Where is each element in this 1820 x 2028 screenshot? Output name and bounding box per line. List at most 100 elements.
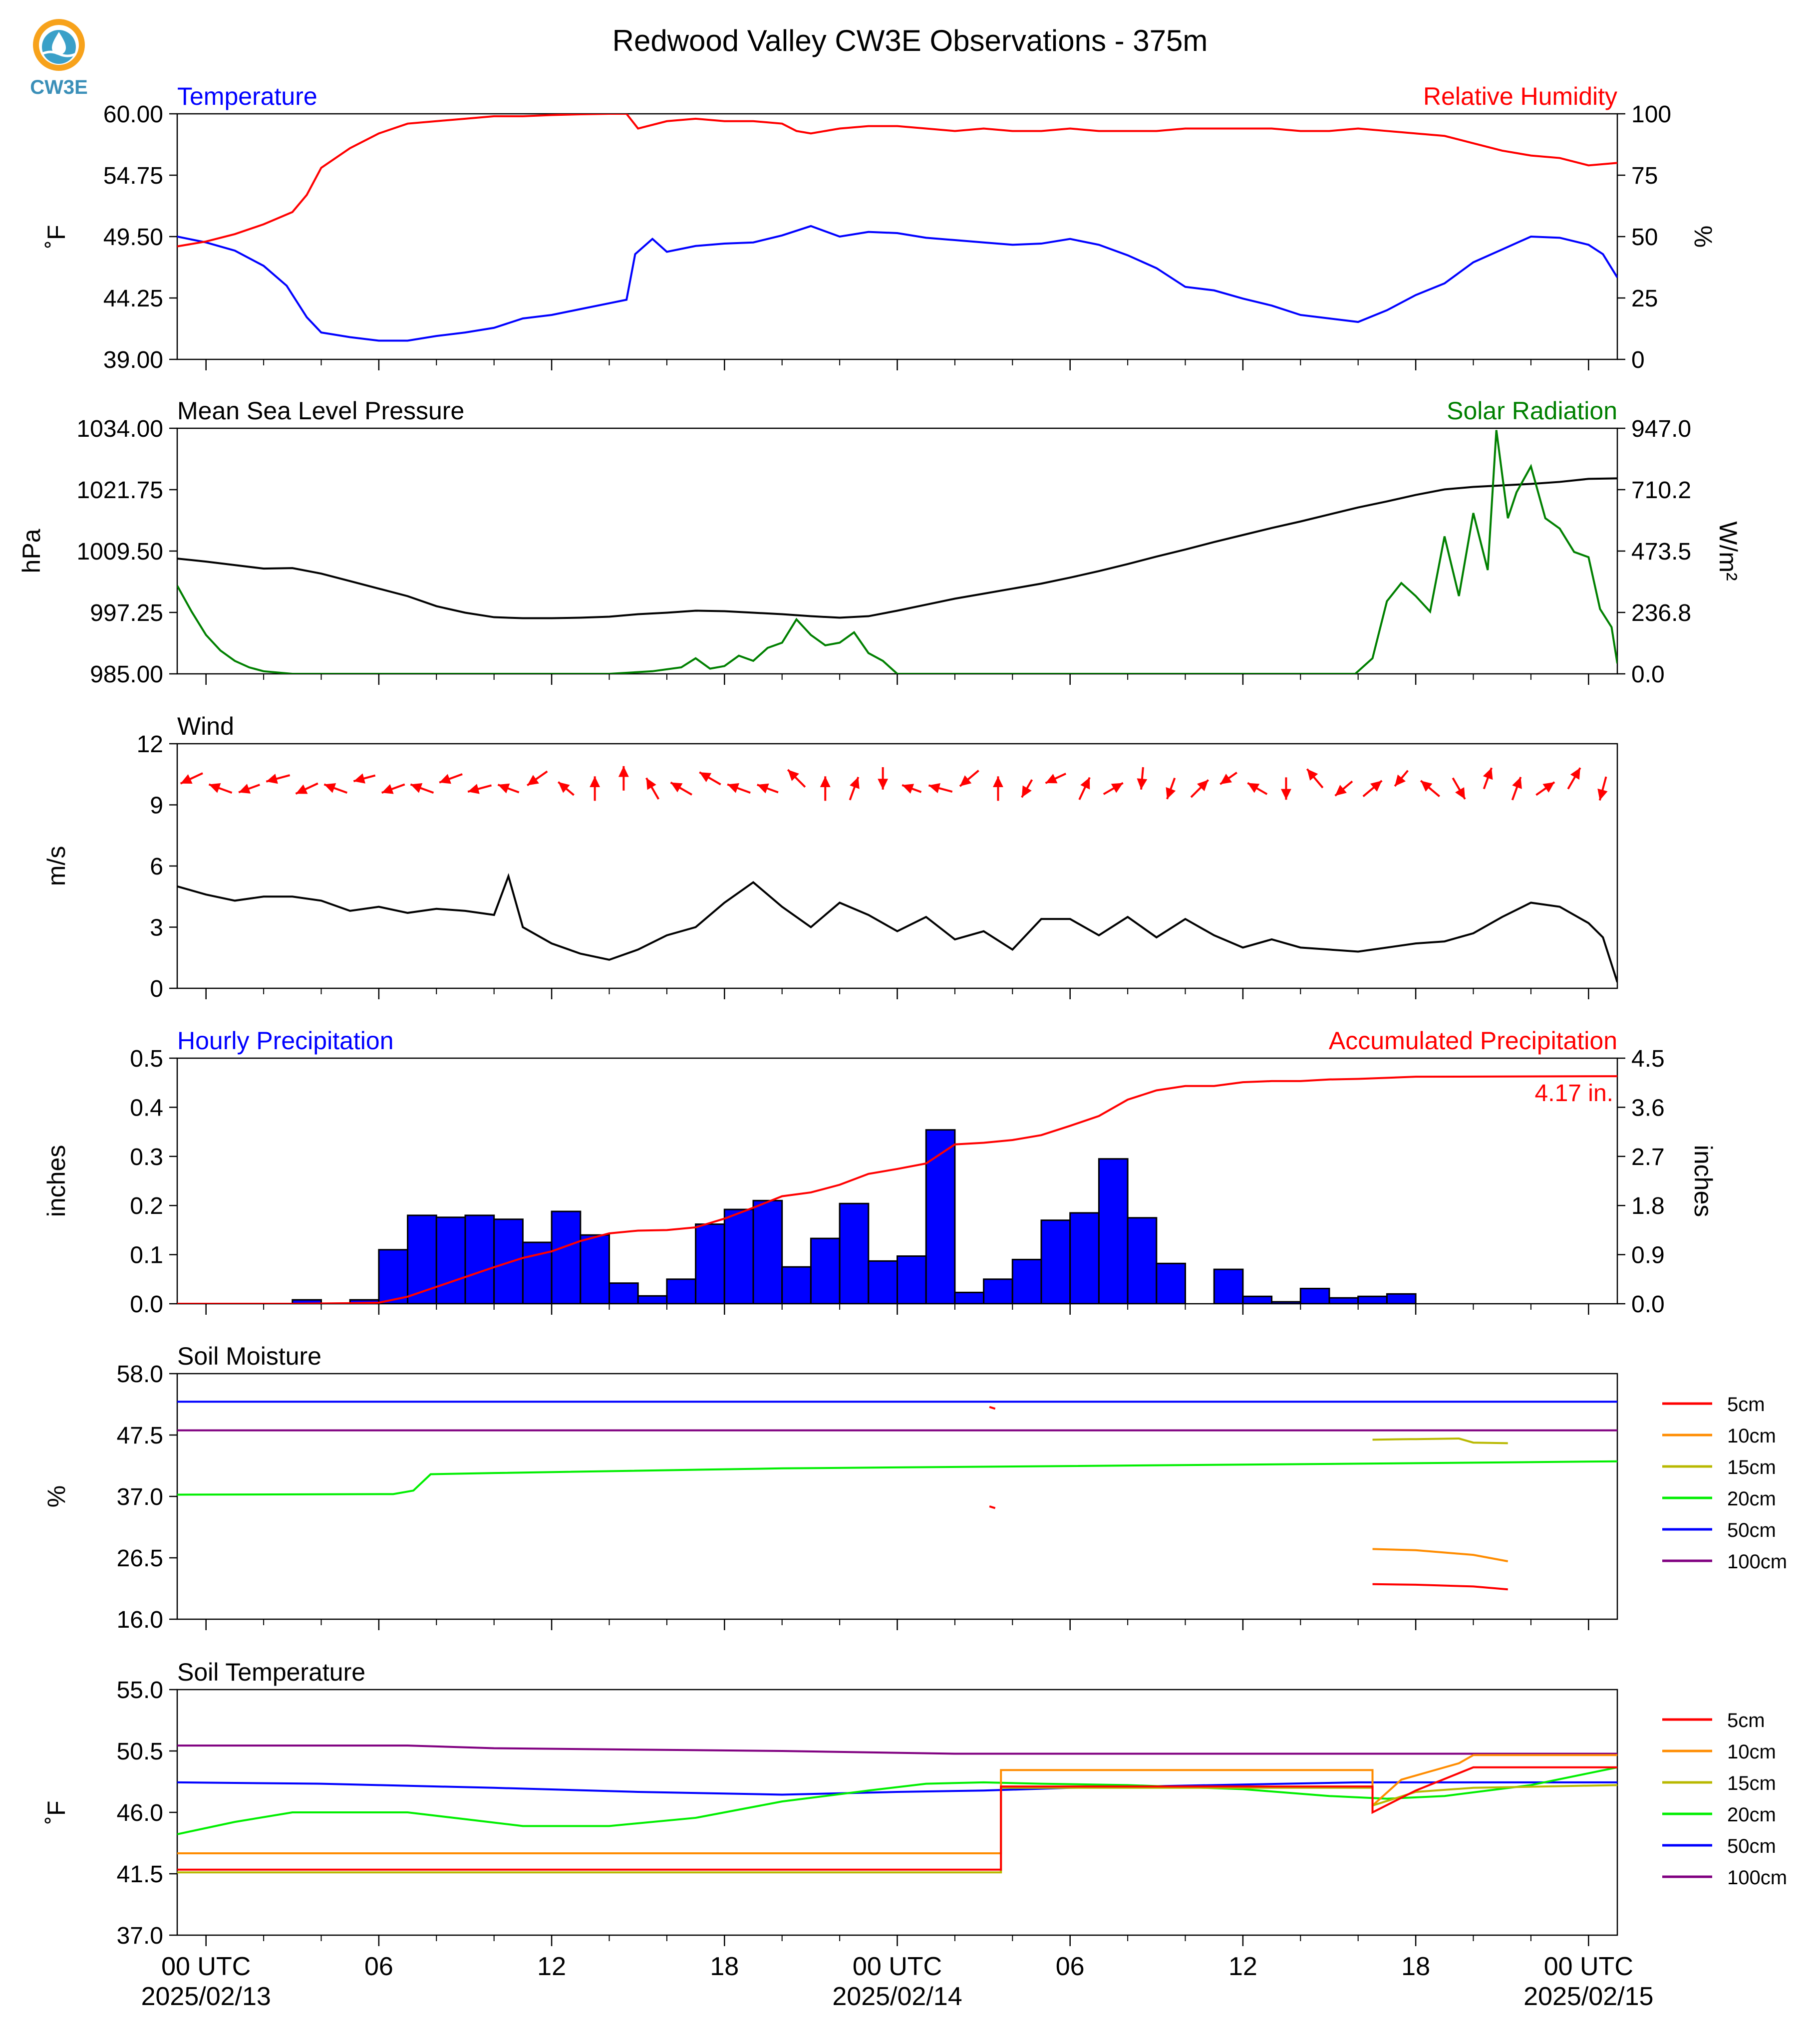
plot-area [177, 1075, 1617, 1304]
wind-arrow-head [498, 783, 510, 794]
wind-arrow-head [180, 774, 193, 784]
wind-arrow-head [324, 783, 336, 793]
legend-label: 100cm [1727, 1551, 1787, 1573]
y-axis-label-left: m/s [42, 846, 70, 886]
precip-bar [1098, 1158, 1129, 1304]
y-tick-label-left: 26.5 [117, 1545, 163, 1572]
y-axis-label-right: % [1689, 226, 1717, 248]
legend-label: 5cm [1727, 1710, 1765, 1732]
legend-label: 50cm [1727, 1835, 1776, 1857]
x-tick-label: 12 [537, 1952, 566, 1981]
y-tick-label-left: 49.50 [103, 224, 163, 251]
panel-left-title: Soil Moisture [177, 1342, 321, 1370]
series-line-15cm [1372, 1438, 1508, 1445]
wind-arrow-head [820, 776, 831, 787]
precip-bar [925, 1129, 956, 1304]
x-tick-label: 00 UTC [161, 1952, 251, 1981]
wind-arrow-head [959, 775, 972, 787]
y-tick-label-right: 0 [1631, 347, 1645, 373]
panels: Temperature Relative Humidity 39.00 44.25 49… [17, 82, 1787, 1949]
series-line [177, 430, 1617, 674]
accumulated-line [177, 1075, 1617, 1304]
y-tick-label-right: 236.8 [1631, 600, 1691, 626]
x-tick-label: 18 [1401, 1952, 1430, 1981]
x-tick-label: 00 UTC [853, 1952, 942, 1981]
x-date-label: 2025/02/14 [832, 1982, 962, 2011]
precip-bar [1271, 1301, 1301, 1304]
x-date-label: 2025/02/15 [1523, 1982, 1653, 2011]
panel-left-title: Temperature [177, 82, 317, 110]
y-axis-label-left: ˚F [42, 1800, 70, 1824]
y-tick-label-right: 0.0 [1631, 661, 1665, 688]
y-tick-label-left: 12 [137, 731, 163, 758]
precip-bar [897, 1255, 927, 1304]
precip-bar [1127, 1217, 1158, 1304]
precip-bar [1328, 1297, 1359, 1304]
y-axis-label-left: ˚F [42, 225, 70, 248]
series-line-100cm [177, 1744, 1617, 1755]
y-axis-label-left: hPa [17, 529, 45, 573]
panel-1: Temperature Relative Humidity 39.00 44.25 49… [42, 82, 1717, 373]
precip-bar [1357, 1295, 1388, 1304]
y-tick-label-left: 55.0 [117, 1677, 163, 1704]
precip-bar [781, 1266, 812, 1304]
y-tick-label-left: 46.0 [117, 1800, 163, 1826]
y-tick-label-left: 0 [150, 976, 163, 1002]
wind-arrow-head [1597, 788, 1608, 801]
series-line-20cm [177, 1460, 1617, 1496]
precip-bar [407, 1214, 437, 1304]
accumulated-annotation: 4.17 in. [1535, 1080, 1613, 1107]
x-date-label: 2025/02/13 [141, 1982, 271, 2011]
y-axis-label-left: % [42, 1485, 70, 1507]
wind-arrow-head [266, 774, 278, 784]
wind-arrow-head [209, 783, 221, 793]
series-line [177, 477, 1617, 619]
plot-frame [176, 1373, 1618, 1620]
series-line-50cm [177, 1781, 1617, 1796]
y-tick-label-left: 6 [150, 854, 163, 880]
y-tick-label-right: 1.8 [1631, 1193, 1665, 1219]
series-line-10cm [177, 1754, 1617, 1854]
y-tick-label-left: 0.2 [130, 1193, 163, 1219]
y-tick-label-left: 0.5 [130, 1046, 163, 1072]
y-tick-label-right: 710.2 [1631, 477, 1691, 504]
series-line-10cm [1372, 1548, 1509, 1562]
time-axis: 00 UTC 06 12 18 00 UTC 06 12 18 00 UTC2025/02/13… [141, 1952, 1654, 2011]
wind-arrow-head [381, 784, 394, 794]
y-tick-label-left: 41.5 [117, 1861, 163, 1888]
panel-left-title: Wind [177, 712, 234, 740]
x-tick-label: 06 [364, 1952, 393, 1981]
y-tick-label-right: 473.5 [1631, 539, 1691, 565]
x-tick-label: 12 [1228, 1952, 1257, 1981]
series-line-5cm [177, 1766, 1617, 1871]
wind-arrow-head [558, 782, 570, 793]
x-tick-label: 06 [1056, 1952, 1085, 1981]
wind-arrow-head [1281, 789, 1291, 800]
panel-4: Hourly Precipitation Accumulated Precipit… [42, 1027, 1717, 1318]
y-tick-label-right: 100 [1631, 101, 1671, 128]
plot-frame [176, 113, 1618, 360]
precip-bar [1040, 1219, 1071, 1304]
legend-label: 5cm [1727, 1394, 1765, 1416]
precip-bar [695, 1223, 725, 1304]
wind-arrow-head [439, 774, 452, 784]
legend-label: 10cm [1727, 1425, 1776, 1447]
series-line-5cm-spike-b [989, 1505, 996, 1509]
precip-bar [464, 1214, 495, 1304]
y-tick-label-left: 47.5 [117, 1423, 163, 1449]
plot-area [177, 766, 1617, 983]
y-tick-label-left: 16.0 [117, 1607, 163, 1633]
y-tick-label-left: 1034.00 [76, 416, 163, 442]
wind-arrow-head [1570, 768, 1580, 780]
y-tick-label-right: 25 [1631, 286, 1658, 312]
wind-arrow-head [646, 778, 656, 790]
wind-arrow-head [878, 779, 889, 790]
wind-arrow-head [1166, 787, 1176, 799]
wind-arrow-head [1247, 783, 1260, 793]
precip-bar [1242, 1295, 1273, 1304]
wind-arrow-head [1307, 769, 1318, 781]
wind-arrow-head [1080, 777, 1090, 790]
wind-arrow-head [468, 784, 480, 794]
wind-arrow-head [902, 784, 914, 794]
